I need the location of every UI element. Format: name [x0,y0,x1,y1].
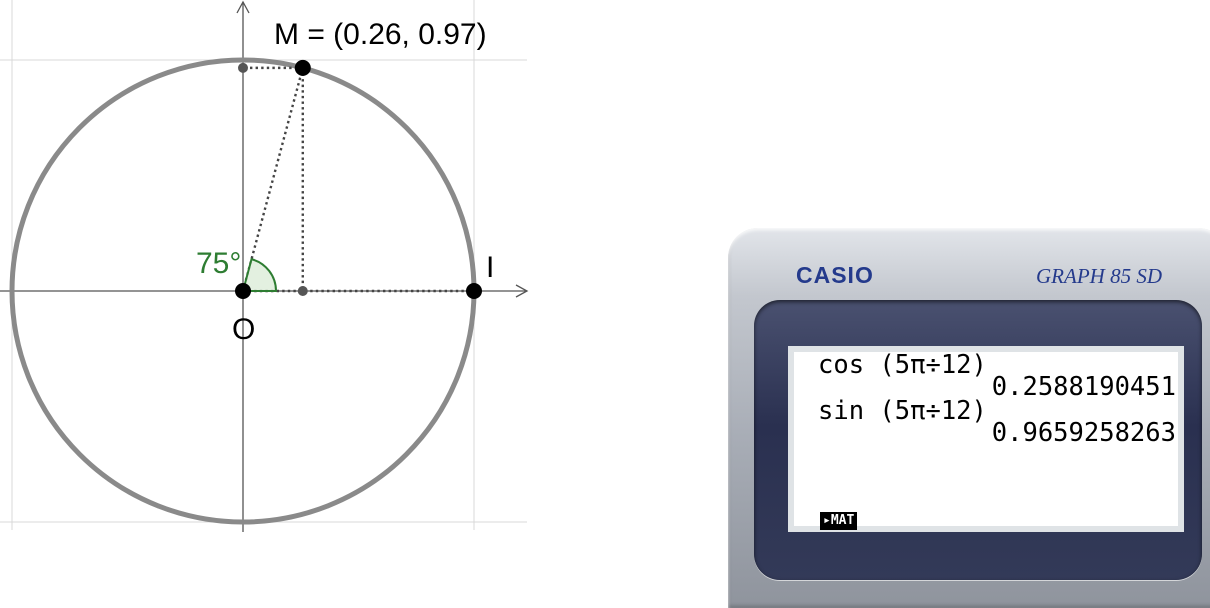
calculator-model: GRAPH 85 SD [1036,264,1162,288]
calculator-brand: CASIO [796,262,874,288]
projection-lines [241,66,474,293]
point-i-label: I [486,251,494,284]
point-o-label: O [232,313,255,346]
segment-om [241,67,304,292]
screen-line-1: cos (5π÷12) [818,350,987,380]
screen-line-2: 0.2588190451 [991,372,1176,402]
point-i [466,283,482,299]
mat-function-tab[interactable]: ▸MAT [820,512,858,530]
angle-label: 75° [196,247,241,280]
calculator: CASIO GRAPH 85 SD cos (5π÷12) 0.25881904… [728,228,1210,608]
screen-line-4: 0.9659258263 [991,418,1176,448]
unit-circle-figure: M = (0.26, 0.97) O I 75° [0,0,529,532]
screen-line-3: sin (5π÷12) [818,396,987,426]
point-m-label: M = (0.26, 0.97) [274,18,487,51]
calculator-bezel: cos (5π÷12) 0.2588190451 sin (5π÷12) 0.9… [754,300,1202,580]
point-m [294,59,311,76]
projection-point-y [238,62,248,73]
projection-point-x [297,286,308,296]
angle-arc [241,257,278,292]
point-o [235,283,251,299]
calculator-screen: cos (5π÷12) 0.2588190451 sin (5π÷12) 0.9… [788,346,1184,532]
